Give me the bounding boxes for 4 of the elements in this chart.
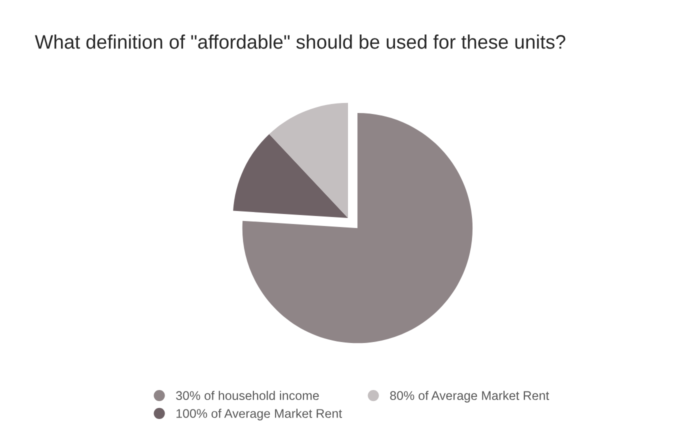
legend-label: 80% of Average Market Rent — [390, 390, 550, 402]
chart-title: What definition of "affordable" should be used for these units? — [34, 34, 566, 49]
legend-label: 30% of household income — [176, 390, 319, 400]
legend-label: 100% of Average Market Rent — [176, 408, 342, 420]
